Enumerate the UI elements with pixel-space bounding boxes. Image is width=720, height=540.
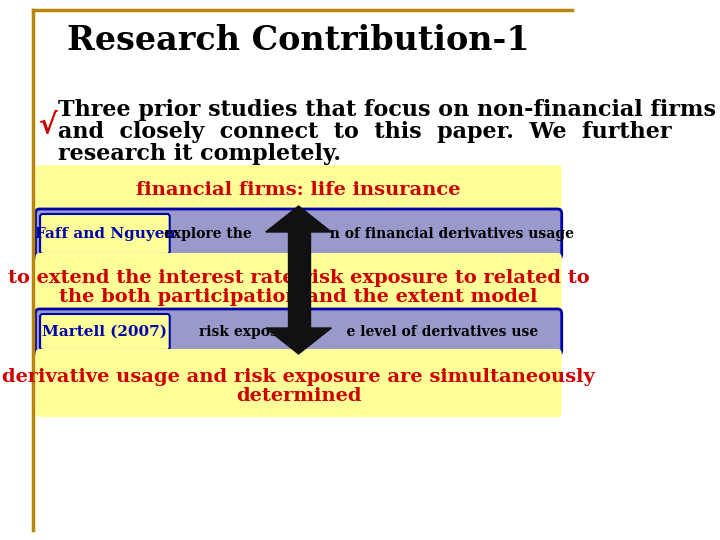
- Text: √: √: [40, 111, 58, 139]
- Text: Faff and Nguyen: Faff and Nguyen: [35, 227, 175, 241]
- FancyBboxPatch shape: [35, 253, 562, 317]
- Text: the both participation and the extent model: the both participation and the extent mo…: [59, 288, 538, 306]
- Text: Martell (2007): Martell (2007): [42, 325, 168, 339]
- FancyBboxPatch shape: [35, 209, 562, 259]
- Text: and  closely  connect  to  this  paper.  We  further: and closely connect to this paper. We fu…: [58, 121, 672, 143]
- FancyBboxPatch shape: [35, 309, 562, 355]
- Text: explore the                n of financial derivatives usage: explore the n of financial derivatives u…: [164, 227, 574, 241]
- Text: determined: determined: [236, 387, 361, 405]
- Text: Research Contribution-1: Research Contribution-1: [67, 24, 530, 57]
- FancyBboxPatch shape: [40, 314, 170, 350]
- FancyBboxPatch shape: [35, 349, 562, 417]
- Text: research it completely.: research it completely.: [58, 143, 341, 165]
- Polygon shape: [287, 232, 310, 328]
- Polygon shape: [266, 328, 331, 354]
- FancyBboxPatch shape: [40, 214, 170, 254]
- Text: risk exposu            e level of derivatives use: risk exposu e level of derivatives use: [199, 325, 539, 339]
- Text: Three prior studies that focus on non-financial firms: Three prior studies that focus on non-fi…: [58, 99, 716, 121]
- FancyBboxPatch shape: [35, 165, 562, 215]
- Polygon shape: [266, 206, 331, 232]
- Text: derivative usage and risk exposure are simultaneously: derivative usage and risk exposure are s…: [2, 368, 595, 386]
- Text: to extend the interest rate risk exposure to related to: to extend the interest rate risk exposur…: [8, 269, 590, 287]
- Text: financial firms: life insurance: financial firms: life insurance: [136, 181, 461, 199]
